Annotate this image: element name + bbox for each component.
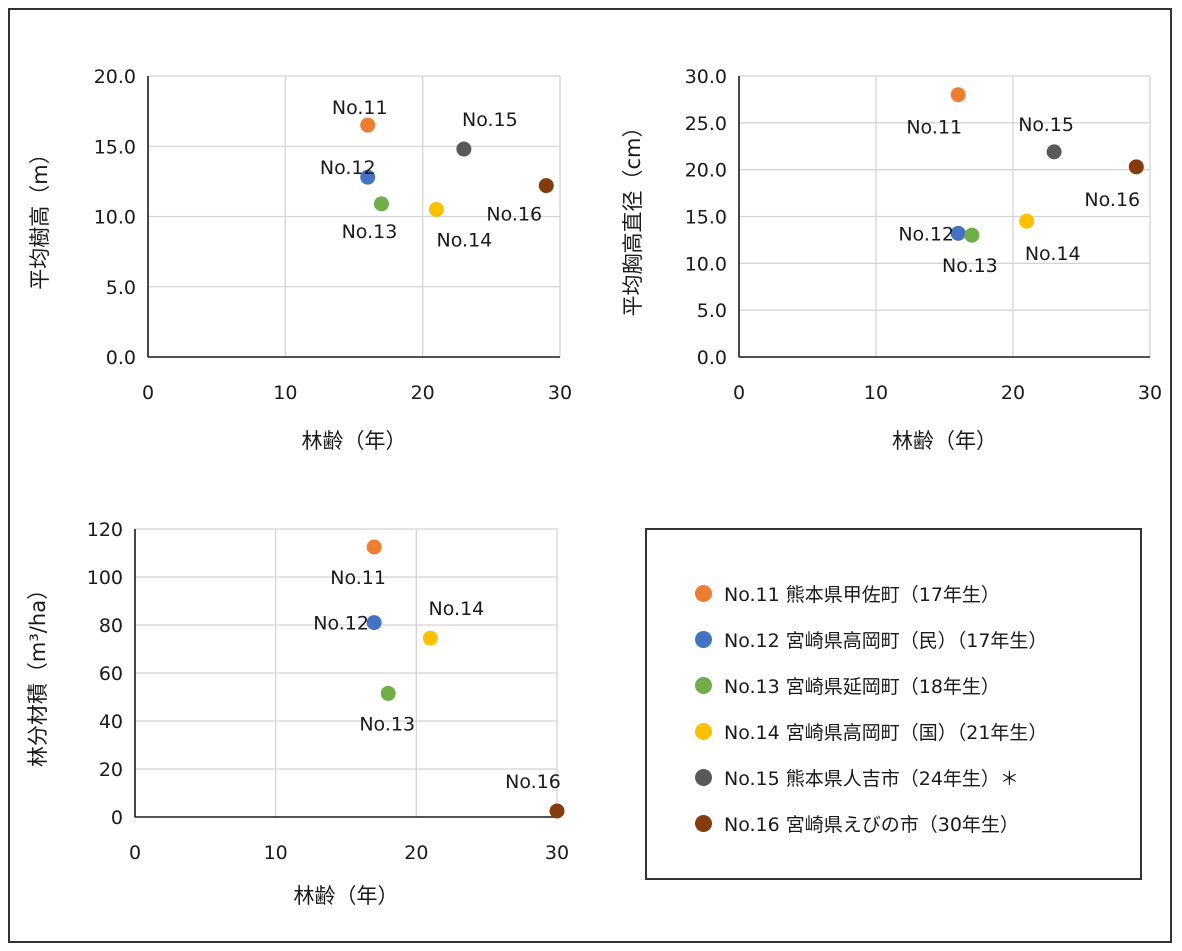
y-tick-label: 15.0 xyxy=(94,136,136,158)
y-tick-label: 60 xyxy=(99,663,123,685)
legend-label: No.11 熊本県甲佐町（17年生） xyxy=(724,583,1000,606)
data-point-no12 xyxy=(360,169,376,185)
y-tick-label: 25.0 xyxy=(685,113,727,135)
x-tick-label: 30 xyxy=(545,842,569,864)
data-label: No.11 xyxy=(906,117,962,139)
data-point-no16 xyxy=(1128,159,1144,175)
legend-item-no12: No.12 宮崎県高岡町（民）（17年生） xyxy=(695,624,1047,654)
data-point-no11 xyxy=(366,539,382,555)
data-point-no16 xyxy=(549,803,565,819)
data-point-no12 xyxy=(366,615,382,631)
legend: No.11 熊本県甲佐町（17年生） No.12 宮崎県高岡町（民）（17年生）… xyxy=(645,528,1142,880)
y-tick-label: 30.0 xyxy=(685,66,727,88)
legend-marker xyxy=(695,814,712,832)
x-tick-label: 10 xyxy=(273,382,297,404)
data-label: No.13 xyxy=(942,255,998,277)
data-label: No.12 xyxy=(898,223,954,245)
data-label: No.16 xyxy=(505,771,561,793)
x-tick-label: 0 xyxy=(129,842,141,864)
legend-item-no15: No.15 熊本県人吉市（24年生）＊ xyxy=(695,762,1019,792)
y-tick-label: 100 xyxy=(87,567,123,589)
y-axis-title: 平均樹高（m） xyxy=(28,143,52,289)
data-point-no15 xyxy=(1046,144,1062,160)
data-point-no15 xyxy=(456,141,472,157)
data-label: No.15 xyxy=(1018,114,1074,136)
y-tick-label: 5.0 xyxy=(697,300,727,322)
y-tick-label: 20.0 xyxy=(685,160,727,182)
y-tick-label: 40 xyxy=(99,711,123,733)
data-point-no16 xyxy=(538,178,554,194)
x-axis-title: 林齢（年） xyxy=(892,429,997,453)
data-label: No.16 xyxy=(1084,189,1140,211)
y-tick-label: 0 xyxy=(111,807,123,829)
y-tick-label: 80 xyxy=(99,615,123,637)
x-tick-label: 10 xyxy=(264,842,288,864)
data-point-no13 xyxy=(373,196,389,212)
data-point-no11 xyxy=(950,87,966,103)
x-tick-label: 10 xyxy=(864,382,888,404)
x-axis-title: 林齢（年） xyxy=(302,429,407,453)
data-label: No.12 xyxy=(313,613,369,635)
data-label: No.14 xyxy=(1025,243,1081,265)
y-tick-label: 120 xyxy=(87,519,123,541)
data-label: No.11 xyxy=(332,97,388,119)
data-point-no14 xyxy=(1019,213,1035,229)
legend-marker xyxy=(695,722,712,740)
legend-item-no16: No.16 宮崎県えびの市（30年生） xyxy=(695,808,1019,838)
y-tick-label: 15.0 xyxy=(685,207,727,229)
x-tick-label: 0 xyxy=(142,382,154,404)
data-label: No.13 xyxy=(359,713,415,735)
x-tick-label: 30 xyxy=(548,382,572,404)
y-tick-label: 10.0 xyxy=(94,207,136,229)
x-tick-label: 30 xyxy=(1138,382,1162,404)
data-point-no13 xyxy=(964,227,980,243)
legend-marker xyxy=(695,768,712,786)
y-axis-title: 林分材積（m³/ha） xyxy=(26,579,50,767)
data-label: No.15 xyxy=(462,109,518,131)
figure-frame xyxy=(8,8,1172,943)
data-point-no13 xyxy=(380,685,396,701)
y-tick-label: 0.0 xyxy=(106,347,136,369)
data-point-no12 xyxy=(950,225,966,241)
y-tick-label: 10.0 xyxy=(685,253,727,275)
legend-label: No.15 熊本県人吉市（24年生）＊ xyxy=(724,767,1019,790)
x-tick-label: 20 xyxy=(1001,382,1025,404)
legend-item-no14: No.14 宮崎県高岡町（国）（21年生） xyxy=(695,716,1047,746)
legend-marker xyxy=(695,584,712,602)
legend-label: No.12 宮崎県高岡町（民）（17年生） xyxy=(724,629,1048,652)
data-label: No.13 xyxy=(342,221,398,243)
y-tick-label: 20.0 xyxy=(94,66,136,88)
x-tick-label: 20 xyxy=(411,382,435,404)
legend-item-no11: No.11 熊本県甲佐町（17年生） xyxy=(695,578,1000,608)
data-label: No.16 xyxy=(486,204,542,226)
y-tick-label: 5.0 xyxy=(106,277,136,299)
data-point-no11 xyxy=(360,117,376,133)
legend-marker xyxy=(695,630,712,648)
legend-marker xyxy=(695,676,712,694)
x-axis-title: 林齢（年） xyxy=(294,884,399,908)
x-tick-label: 0 xyxy=(733,382,745,404)
legend-label: No.14 宮崎県高岡町（国）（21年生） xyxy=(724,721,1048,744)
data-point-no14 xyxy=(422,630,438,646)
y-axis-title: 平均胸高直径（cm） xyxy=(621,116,645,316)
legend-label: No.13 宮崎県延岡町（18年生） xyxy=(724,675,1000,698)
x-tick-label: 20 xyxy=(404,842,428,864)
data-label: No.14 xyxy=(437,229,493,251)
data-point-no14 xyxy=(428,201,444,217)
data-label: No.11 xyxy=(330,567,386,589)
y-tick-label: 0.0 xyxy=(697,347,727,369)
data-label: No.12 xyxy=(320,157,376,179)
legend-item-no13: No.13 宮崎県延岡町（18年生） xyxy=(695,670,1000,700)
legend-label: No.16 宮崎県えびの市（30年生） xyxy=(724,813,1019,836)
data-label: No.14 xyxy=(429,598,485,620)
y-tick-label: 20 xyxy=(99,759,123,781)
